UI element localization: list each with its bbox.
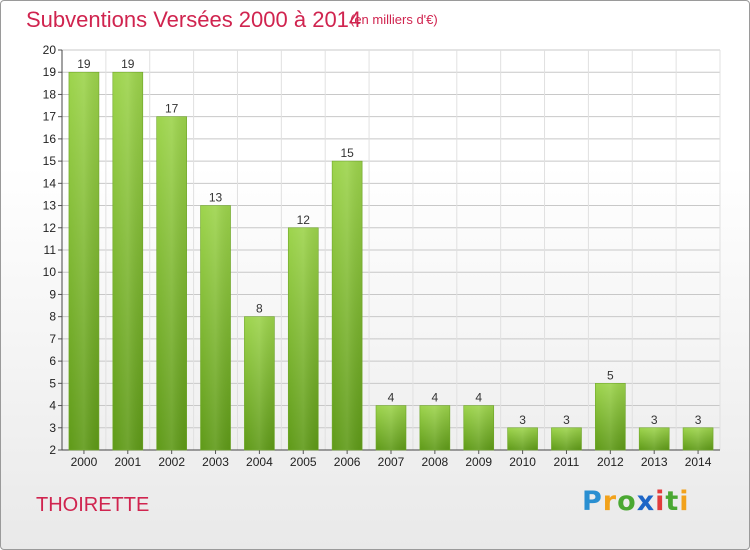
x-tick-label: 2004 [246,455,273,469]
bar-shine [332,161,363,450]
y-tick-label: 11 [44,243,57,257]
y-tick-label: 5 [49,376,56,390]
bar-shine [639,427,670,450]
x-tick-label: 2007 [378,455,405,469]
y-tick-label: 13 [43,199,57,213]
y-tick-label: 15 [43,154,57,168]
data-label: 3 [563,413,570,427]
x-tick-label: 2003 [202,455,229,469]
bars [68,71,714,451]
data-label: 5 [607,368,614,382]
y-tick-label: 16 [43,132,57,146]
x-tick-label: 2006 [334,455,361,469]
bar-shine [376,405,406,450]
labels: 2000 19 2001 19 2002 17 2003 13 2004 8 2005 12 2006 1… [71,57,712,469]
y-tick-label: 20 [43,43,57,57]
data-label: 17 [165,102,179,116]
data-label: 15 [340,146,354,160]
y-tick-label: 7 [49,332,56,346]
y-tick-label: 14 [43,176,57,190]
data-label: 12 [297,213,311,227]
data-label: 3 [651,413,658,427]
bar-shine [156,116,187,451]
x-tick-label: 2013 [641,455,668,469]
bar-shine [68,72,99,450]
bar-shine [507,427,538,450]
bar-shine [288,227,319,450]
data-label: 3 [519,413,526,427]
bar-shine [463,405,494,450]
x-tick-label: 2012 [597,455,624,469]
bar-shine [112,72,143,450]
x-tick-label: 2010 [509,455,536,469]
bar-shine [419,405,450,450]
chart-subtitle: (en milliers d'€) [350,12,438,27]
x-tick-label: 2000 [71,455,98,469]
data-label: 13 [209,191,223,205]
y-tick-label: 9 [49,287,56,301]
y-tick-label: 10 [43,265,57,279]
data-label: 3 [695,413,702,427]
y-tick-label: 3 [49,421,56,435]
data-label: 19 [121,57,135,71]
data-label: 4 [475,391,482,405]
data-label: 4 [432,391,439,405]
x-tick-label: 2011 [554,455,580,469]
bar-shine [244,316,275,450]
proxiti-logo: Proxiti [582,486,690,517]
y-tick-label: 2 [49,443,56,457]
data-label: 8 [256,302,263,316]
x-tick-label: 2009 [465,455,492,469]
y-tick-label: 18 [43,87,57,101]
y-tick-label: 12 [43,221,57,235]
x-tick-label: 2002 [158,455,185,469]
bar-shine [551,427,582,450]
x-tick-label: 2014 [685,455,712,469]
bar-shine [595,383,626,450]
y-tick-label: 17 [43,110,57,124]
y-tick-label: 19 [43,65,57,79]
data-label: 4 [388,391,395,405]
y-tick-label: 8 [49,310,56,324]
x-tick-label: 2008 [422,455,449,469]
x-tick-label: 2001 [114,455,141,469]
y-tick-label: 6 [49,354,56,368]
data-label: 19 [77,57,91,71]
x-tick-label: 2005 [290,455,317,469]
y-tick-label: 4 [49,399,56,413]
bar-shine [683,427,714,450]
chart-title: Subventions Versées 2000 à 2014 [26,7,362,32]
commune-name: THOIRETTE [36,494,150,516]
bar-shine [200,205,231,450]
